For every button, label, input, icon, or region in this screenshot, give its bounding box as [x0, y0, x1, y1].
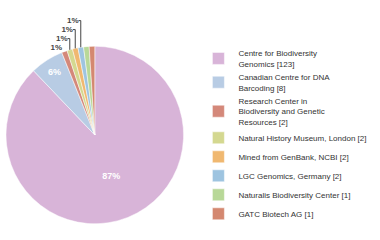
svg-text:Centre for BiodiversityGenomic: Centre for BiodiversityGenomics [123] [238, 49, 317, 68]
svg-text:Research Center inBiodiversity: Research Center inBiodiversity and Genet… [238, 97, 324, 127]
svg-text:Naturalis Biodiversity Center: Naturalis Biodiversity Center [1] [238, 191, 350, 200]
svg-text:1%: 1% [56, 34, 68, 43]
svg-text:1%: 1% [67, 16, 79, 25]
svg-text:Canadian Centre for DNABarcodi: Canadian Centre for DNABarcoding [8] [238, 73, 330, 92]
svg-text:87%: 87% [102, 171, 120, 181]
svg-text:1%: 1% [61, 25, 73, 34]
svg-text:1%: 1% [51, 43, 63, 52]
svg-text:Natural History Museum, London: Natural History Museum, London [2] [238, 134, 366, 143]
svg-text:Mined from GenBank, NCBI [2]: Mined from GenBank, NCBI [2] [238, 153, 348, 162]
svg-text:LGC Genomics, Germany [2]: LGC Genomics, Germany [2] [238, 172, 341, 181]
svg-text:6%: 6% [48, 67, 61, 77]
svg-text:GATC Biotech AG [1]: GATC Biotech AG [1] [238, 210, 313, 219]
